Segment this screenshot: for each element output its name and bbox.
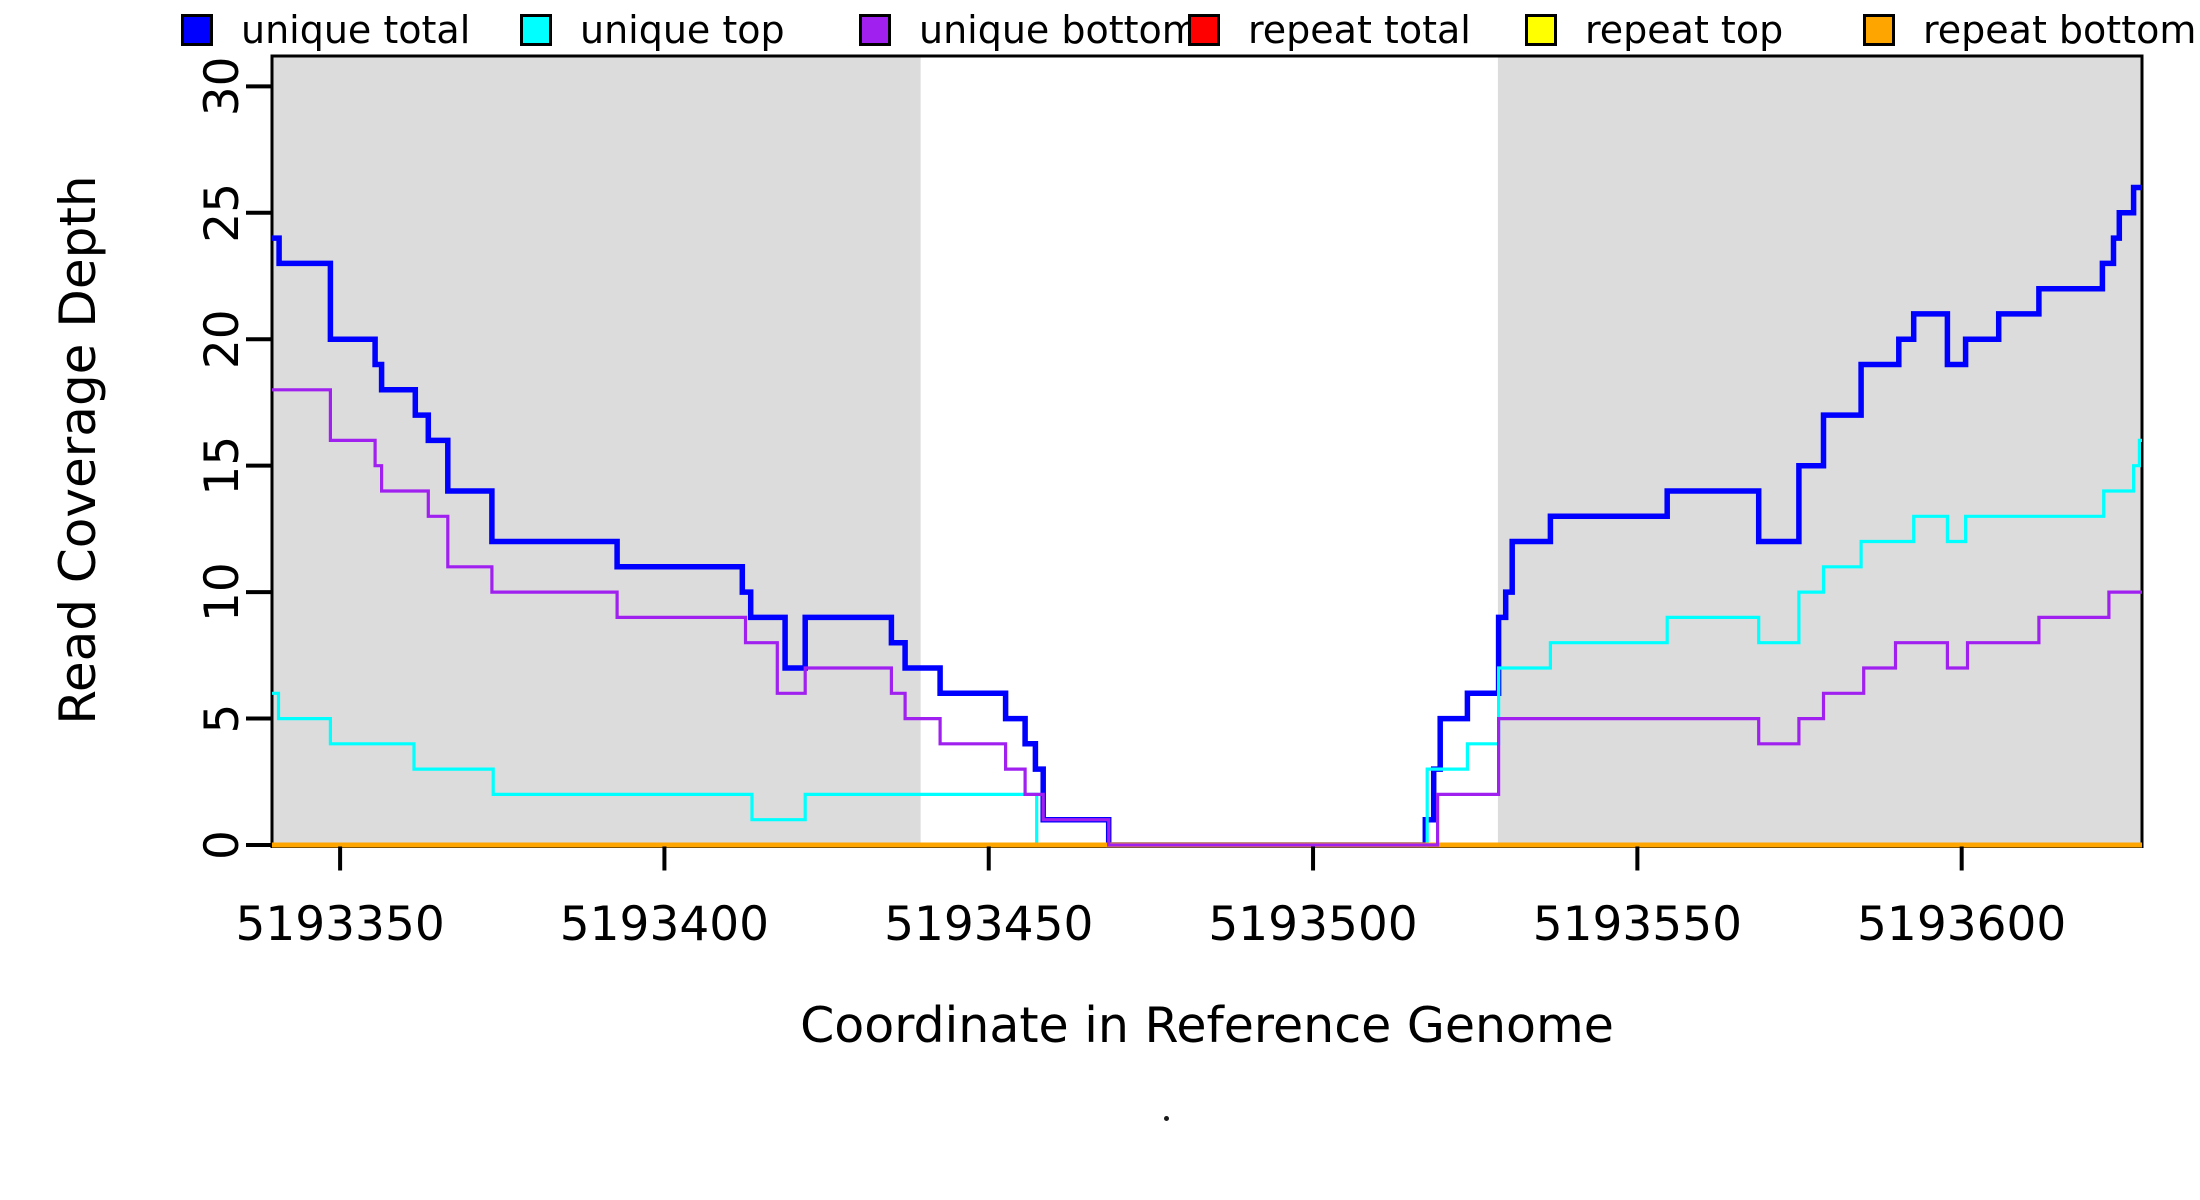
y-tick-label: 10	[195, 562, 250, 622]
y-tick-label: 25	[195, 183, 250, 243]
unique-total-swatch-icon	[181, 14, 213, 46]
x-tick-label: 5193400	[560, 897, 769, 952]
unique-bottom-swatch-icon	[859, 14, 891, 46]
shaded-region	[1497, 56, 2142, 847]
x-tick-label: 5193550	[1533, 897, 1742, 952]
legend-label: unique top	[580, 8, 785, 52]
shaded-regions	[272, 56, 2142, 847]
y-tick-label: 5	[195, 704, 250, 734]
series-lines	[272, 184, 2142, 848]
y-tick-label: 0	[195, 830, 250, 860]
legend-item-unique-top: unique top	[520, 8, 785, 52]
legend-item-repeat-total: repeat total	[1188, 8, 1471, 52]
legend-item-repeat-top: repeat top	[1525, 8, 1784, 52]
series-line-unique-top	[272, 438, 2142, 847]
x-tick-label: 5193450	[884, 897, 1093, 952]
repeat-total-swatch-icon	[1188, 14, 1220, 46]
ink-speck-artifact	[1164, 1116, 1169, 1121]
legend-label: repeat bottom	[1923, 8, 2197, 52]
x-tick-label: 5193350	[235, 897, 444, 952]
legend-label: repeat top	[1585, 8, 1784, 52]
y-tick-label: 30	[195, 56, 250, 116]
legend-item-repeat-bottom: repeat bottom	[1863, 8, 2197, 52]
repeat-top-swatch-icon	[1525, 14, 1557, 46]
y-tick-label: 15	[195, 436, 250, 496]
x-axis-title: Coordinate in Reference Genome	[800, 997, 1614, 1054]
y-axis-title: Read Coverage Depth	[49, 175, 107, 724]
chart-legend: unique total unique top unique bottom re…	[0, 0, 2200, 60]
legend-item-unique-total: unique total	[181, 8, 471, 52]
unique-top-swatch-icon	[520, 14, 552, 46]
x-axis: 5193350 5193400 5193450 5193500 5193550 51936…	[235, 846, 2066, 952]
legend-label: unique total	[241, 8, 471, 52]
legend-label: unique bottom	[919, 8, 1199, 52]
legend-label: repeat total	[1248, 8, 1471, 52]
series-line-unique-total	[272, 184, 2142, 848]
x-tick-label: 5193600	[1857, 897, 2066, 952]
series-line-unique-bottom	[272, 388, 2142, 847]
x-tick-label: 5193500	[1208, 897, 1417, 952]
y-axis: 0 5 10 15 20 25 30	[195, 56, 272, 860]
y-tick-label: 20	[195, 309, 250, 369]
repeat-bottom-swatch-icon	[1863, 14, 1895, 46]
legend-item-unique-bottom: unique bottom	[859, 8, 1199, 52]
shaded-region	[272, 56, 921, 847]
